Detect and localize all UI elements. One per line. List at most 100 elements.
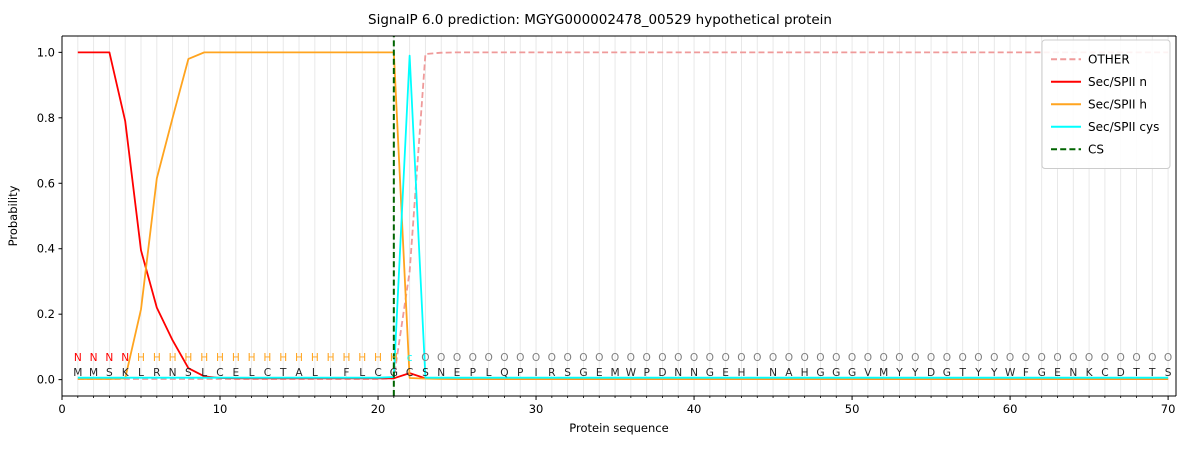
sequence-letter: S [106,367,113,379]
region-letter: N [74,352,82,364]
region-letter: c [407,352,413,364]
y-tick-label: 1.0 [37,45,55,59]
region-letter: H [327,352,335,364]
region-letter: H [279,352,287,364]
region-letter: O [690,352,698,364]
sequence-letter: M [610,367,619,379]
region-letter: H [232,352,240,364]
sequence-letter: K [122,367,130,379]
sequence-letter: G [848,367,856,379]
sequence-letter: W [1005,367,1016,379]
y-axis-label: Probability [6,185,20,246]
sequence-letter: D [1117,367,1125,379]
sequence-letter: E [722,367,729,379]
region-letter: O [880,352,888,364]
sequence-letter: I [756,367,759,379]
region-letter: O [674,352,682,364]
sequence-letter: D [658,367,666,379]
region-letter: O [785,352,793,364]
sequence-letter: V [864,367,872,379]
sequence-letter: E [454,367,461,379]
region-letter: O [1085,352,1093,364]
sequence-letter: L [359,367,365,379]
region-letter: O [548,352,556,364]
series-line-sec-spii-cys [77,54,1169,379]
region-letter: O [848,352,856,364]
series-group [77,51,1169,380]
sequence-letter: G [706,367,714,379]
legend-box [1041,39,1171,169]
region-letter: O [484,352,492,364]
sequence-letter: N [690,367,698,379]
region-letter: O [1101,352,1109,364]
region-letter: N [105,352,113,364]
region-letter: O [800,352,808,364]
legend-label-other: OTHER [1088,52,1130,66]
sequence-letter: T [1148,367,1156,379]
region-letter: O [959,352,967,364]
sequence-letter: E [232,367,239,379]
sequence-letter: E [596,367,603,379]
region-letter: O [421,352,429,364]
region-letter: O [816,352,824,364]
series-line-sec-spii-h [77,51,1169,380]
x-tick-label: 30 [529,402,544,416]
sequence-letter: C [216,367,223,379]
region-letter: O [516,352,524,364]
sequence-letter: D [927,367,935,379]
sequence-letter: S [1165,367,1172,379]
region-letter: H [216,352,224,364]
region-letter: O [943,352,951,364]
region-letter: O [911,352,919,364]
sequence-letter: N [169,367,177,379]
region-letter: O [1069,352,1077,364]
sequence-letter: N [769,367,777,379]
sequence-letter: G [390,367,398,379]
sequence-letter: I [534,367,537,379]
sequence-letter: N [674,367,682,379]
region-letter: O [927,352,935,364]
region-letter: O [769,352,777,364]
sequence-letter: P [643,367,650,379]
region-letter: O [1006,352,1014,364]
sequence-letter: T [958,367,966,379]
region-letter: O [642,352,650,364]
region-letter: H [153,352,161,364]
region-letter: H [200,352,208,364]
region-letter: O [1053,352,1061,364]
sequence-letter: C [264,367,271,379]
sequence-letter: G [1038,367,1046,379]
region-letter: O [721,352,729,364]
x-tick-label: 0 [58,402,65,416]
region-letter: O [1022,352,1030,364]
sequence-letter: L [201,367,207,379]
region-letter: O [832,352,840,364]
legend-label-sec-spii-n: Sec/SPII n [1088,75,1147,89]
region-letter: N [90,352,98,364]
sequence-letter: L [249,367,255,379]
sequence-letter: T [279,367,287,379]
region-letter: O [595,352,603,364]
sequence-letter: F [343,367,349,379]
region-letter: H [311,352,319,364]
sequence-letter: N [1069,367,1077,379]
y-tick-label: 0.0 [37,373,55,387]
sequence-letter: Y [895,367,903,379]
sequence-letter: G [943,367,951,379]
legend-label-sec-spii-h: Sec/SPII h [1088,97,1147,111]
sequence-letter: M [73,367,82,379]
sequence-letter: L [312,367,318,379]
sequence-letter: L [138,367,144,379]
sequence-letter: F [1023,367,1029,379]
region-letter: H [169,352,177,364]
region-letter: H [374,352,382,364]
region-letter: O [753,352,761,364]
sequence-letter: P [470,367,477,379]
sequence-letter: Y [911,367,919,379]
sequence-letter: G [579,367,587,379]
legend-label-sec-spii-cys: Sec/SPII cys [1088,120,1159,134]
region-letter: O [627,352,635,364]
